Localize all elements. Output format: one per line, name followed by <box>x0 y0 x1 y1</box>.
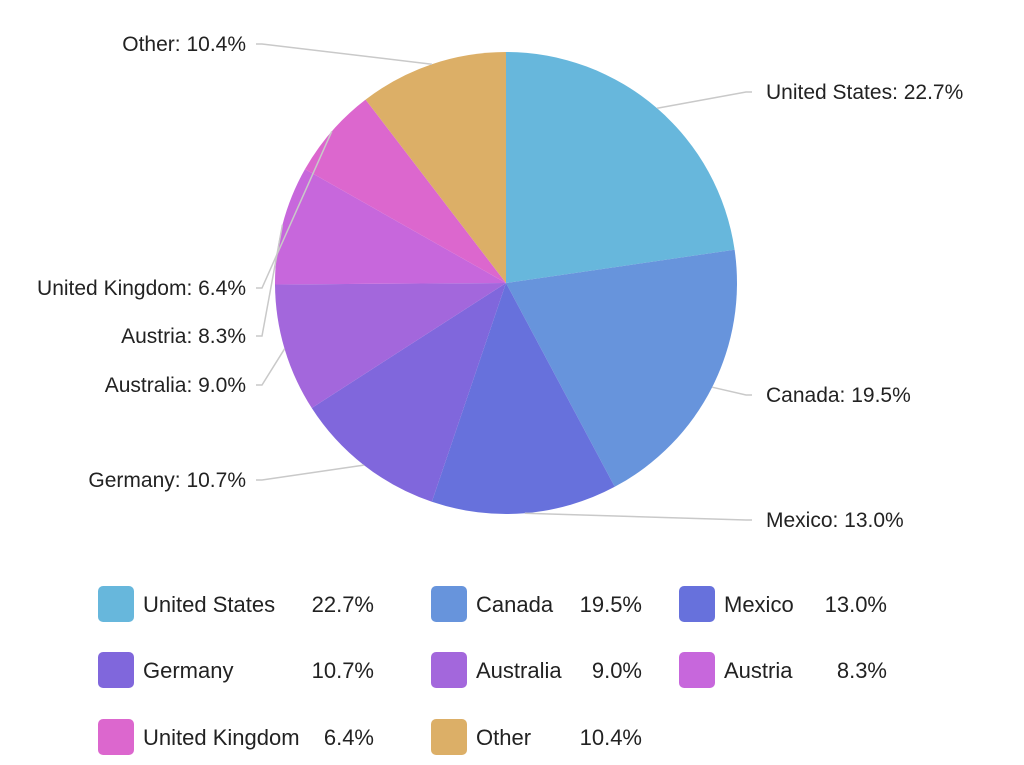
slice-label-austria: Austria: 8.3% <box>121 325 246 348</box>
pie-slice-austria[interactable] <box>274 169 506 285</box>
slice-label-united-states: United States: 22.7% <box>766 81 963 104</box>
legend-value: 13.0% <box>825 592 887 617</box>
legend: United States 22.7% Canada 19.5% Mexico 13.0%… <box>98 586 887 755</box>
legend-value: 8.3% <box>837 658 887 683</box>
pie-slice-united-states[interactable] <box>506 52 735 283</box>
legend-value: 9.0% <box>592 658 642 683</box>
legend-item-mexico[interactable]: Mexico 13.0% <box>679 586 887 622</box>
legend-item-australia[interactable]: Australia 9.0% <box>431 652 642 688</box>
legend-swatch <box>679 586 715 622</box>
leader-line-germany <box>256 464 364 481</box>
legend-value: 6.4% <box>324 725 374 750</box>
slice-label-united-kingdom: United Kingdom: 6.4% <box>37 277 246 300</box>
slice-labels: United States: 22.7% Canada: 19.5% Mexico:… <box>37 33 963 532</box>
pie-slice-australia[interactable] <box>275 283 506 408</box>
legend-label: Mexico <box>724 592 794 617</box>
legend-swatch <box>679 652 715 688</box>
pie-slices <box>274 52 737 515</box>
leader-line-united-kingdom <box>256 130 333 289</box>
legend-swatch <box>431 719 467 755</box>
leader-line-united-states <box>656 91 752 110</box>
legend-label: Austria <box>724 658 793 683</box>
leader-line-mexico <box>524 512 752 521</box>
legend-label: Germany <box>143 658 233 683</box>
leader-line-canada <box>712 386 752 396</box>
legend-label: Canada <box>476 592 554 617</box>
slice-label-australia: Australia: 9.0% <box>105 374 246 397</box>
legend-label: Australia <box>476 658 562 683</box>
legend-label: Other <box>476 725 531 750</box>
legend-swatch <box>431 586 467 622</box>
slice-label-other: Other: 10.4% <box>122 33 246 56</box>
legend-swatch <box>98 719 134 755</box>
pie-slice-other[interactable] <box>365 52 506 283</box>
leader-line-other <box>256 43 432 65</box>
slice-label-mexico: Mexico: 13.0% <box>766 509 904 532</box>
pie-slice-united-kingdom[interactable] <box>304 99 506 283</box>
legend-label: United States <box>143 592 275 617</box>
legend-item-united-states[interactable]: United States 22.7% <box>98 586 374 622</box>
slice-label-canada: Canada: 19.5% <box>766 384 911 407</box>
legend-value: 10.4% <box>580 725 642 750</box>
pie-slice-canada[interactable] <box>506 249 737 487</box>
leader-line-australia <box>256 348 286 386</box>
legend-swatch <box>98 652 134 688</box>
legend-item-canada[interactable]: Canada 19.5% <box>431 586 642 622</box>
legend-item-other[interactable]: Other 10.4% <box>431 719 642 755</box>
pie-slice-germany[interactable] <box>311 283 506 502</box>
legend-value: 10.7% <box>312 658 374 683</box>
legend-label: United Kingdom <box>143 725 300 750</box>
legend-value: 19.5% <box>580 592 642 617</box>
leader-line-austria <box>256 224 284 337</box>
legend-swatch <box>98 586 134 622</box>
pie-slice-mexico[interactable] <box>431 283 615 515</box>
legend-item-germany[interactable]: Germany 10.7% <box>98 652 374 688</box>
legend-value: 22.7% <box>312 592 374 617</box>
legend-item-austria[interactable]: Austria 8.3% <box>679 652 887 688</box>
leader-lines <box>256 43 752 521</box>
legend-swatch <box>431 652 467 688</box>
legend-item-united-kingdom[interactable]: United Kingdom 6.4% <box>98 719 374 755</box>
slice-label-germany: Germany: 10.7% <box>88 469 246 492</box>
